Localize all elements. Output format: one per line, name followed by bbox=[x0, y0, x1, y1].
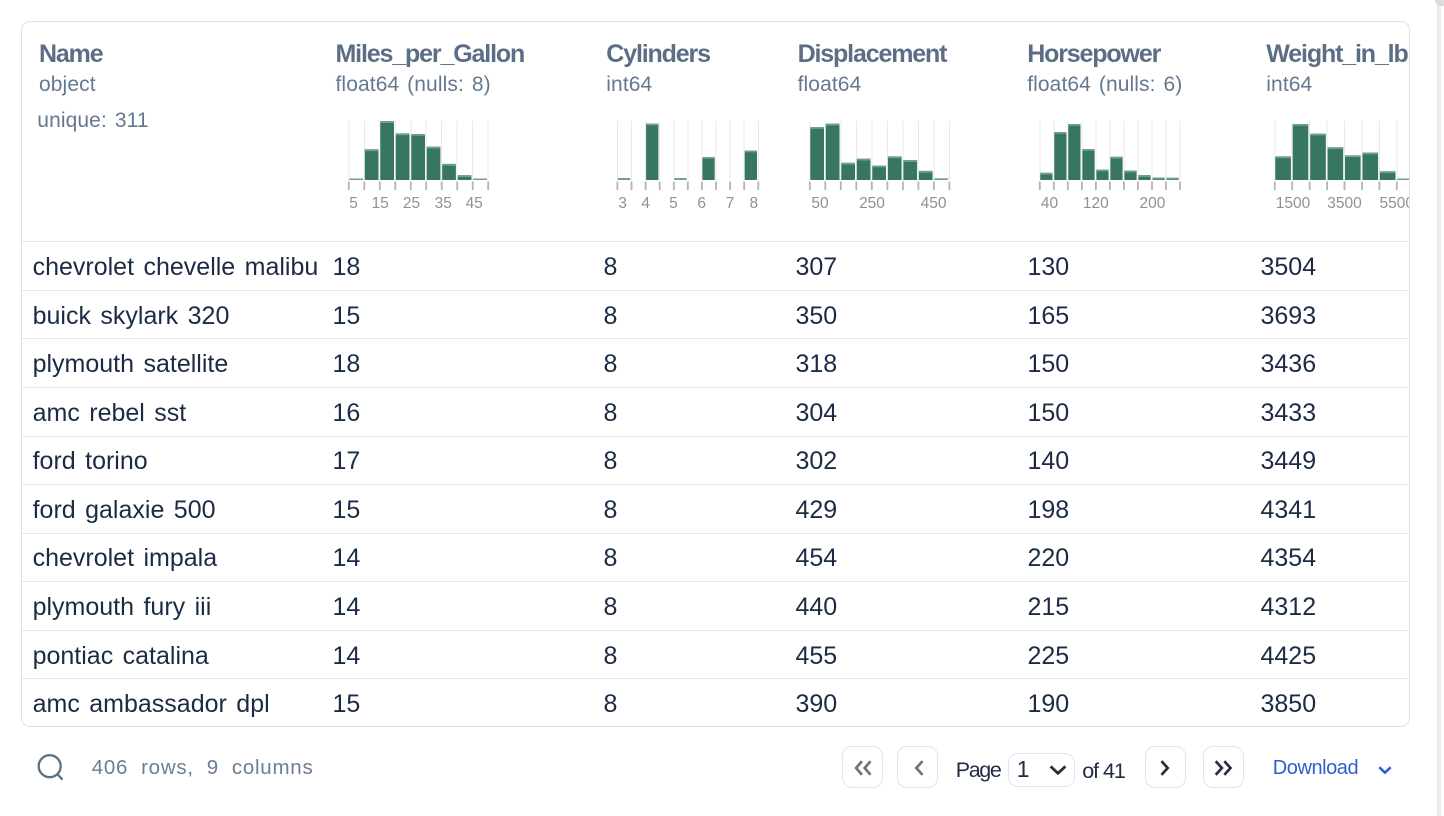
svg-text:35: 35 bbox=[435, 195, 452, 212]
svg-text:25: 25 bbox=[403, 195, 420, 212]
svg-text:8: 8 bbox=[749, 195, 758, 212]
svg-text:6: 6 bbox=[697, 195, 706, 212]
svg-text:15: 15 bbox=[372, 195, 389, 212]
svg-text:7: 7 bbox=[726, 195, 735, 212]
svg-text:5500: 5500 bbox=[1380, 195, 1410, 212]
svg-text:5: 5 bbox=[669, 195, 678, 212]
svg-text:1500: 1500 bbox=[1276, 195, 1311, 212]
svg-text:120: 120 bbox=[1083, 195, 1109, 212]
svg-text:45: 45 bbox=[466, 195, 483, 212]
svg-text:450: 450 bbox=[921, 195, 947, 212]
svg-text:250: 250 bbox=[859, 195, 885, 212]
svg-text:3: 3 bbox=[618, 195, 627, 212]
svg-text:4: 4 bbox=[641, 195, 650, 212]
svg-text:3500: 3500 bbox=[1327, 195, 1362, 212]
svg-text:5: 5 bbox=[349, 195, 358, 212]
svg-text:40: 40 bbox=[1041, 195, 1059, 212]
svg-text:50: 50 bbox=[811, 195, 829, 212]
svg-text:200: 200 bbox=[1139, 195, 1165, 212]
